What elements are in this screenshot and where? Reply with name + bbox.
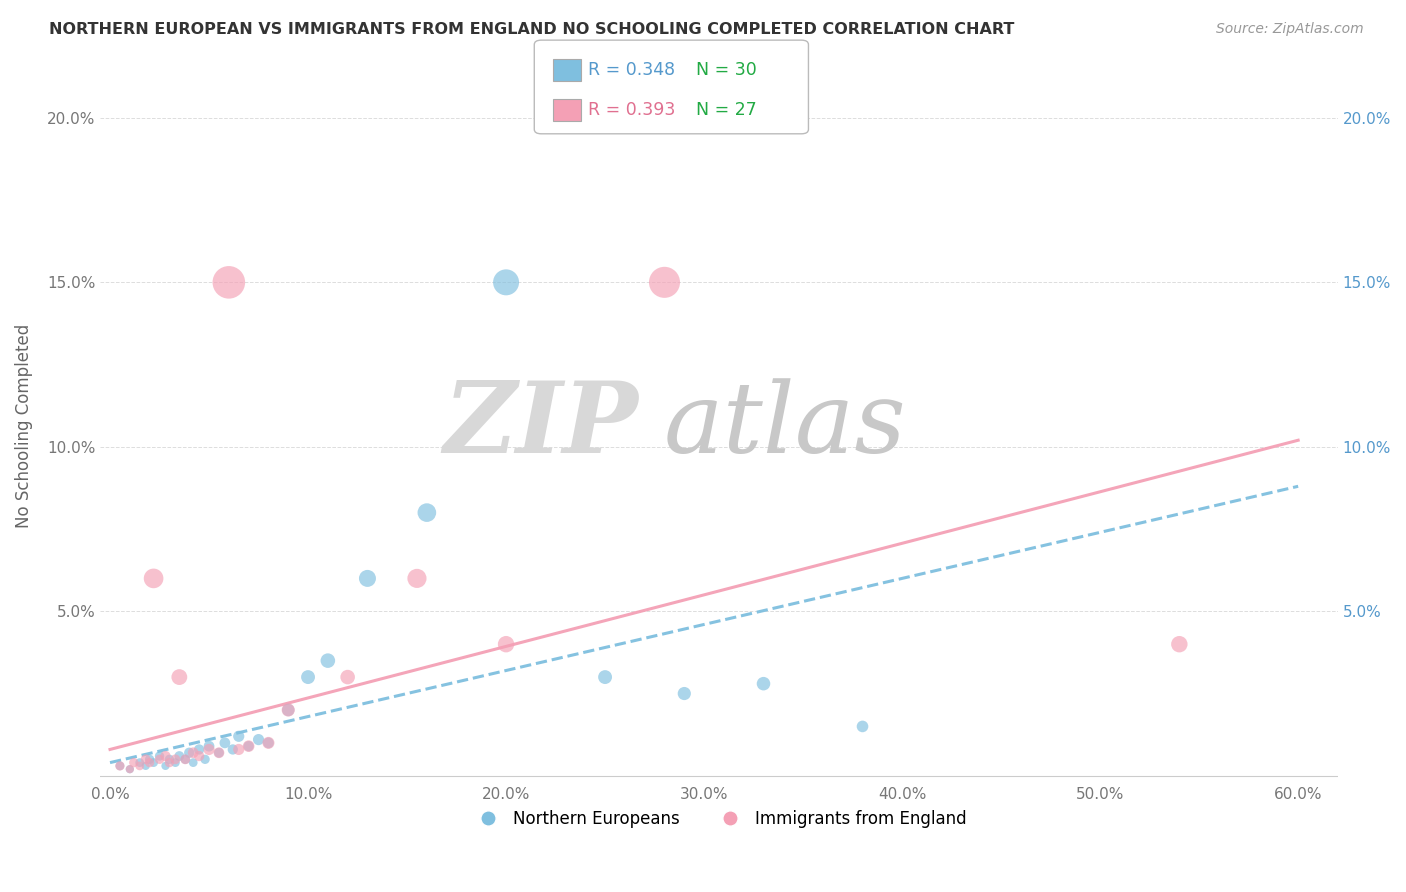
Point: [194, 752, 217, 766]
Point: [159, 756, 181, 770]
Point: [108, 759, 131, 773]
Point: [851, 719, 873, 733]
Point: [169, 749, 191, 764]
Point: [159, 752, 181, 766]
Text: NORTHERN EUROPEAN VS IMMIGRANTS FROM ENGLAND NO SCHOOLING COMPLETED CORRELATION : NORTHERN EUROPEAN VS IMMIGRANTS FROM ENG…: [49, 22, 1015, 37]
Point: [122, 756, 145, 770]
Point: [118, 762, 141, 776]
Point: [174, 752, 197, 766]
Point: [316, 654, 339, 668]
Point: [188, 742, 211, 756]
Legend: Northern Europeans, Immigrants from England: Northern Europeans, Immigrants from Engl…: [465, 804, 973, 835]
Text: N = 27: N = 27: [696, 101, 756, 119]
Point: [257, 736, 280, 750]
Text: R = 0.393: R = 0.393: [588, 101, 675, 119]
Point: [214, 736, 236, 750]
Point: [495, 276, 517, 290]
Point: [222, 742, 245, 756]
Point: [198, 742, 221, 756]
Point: [752, 676, 775, 690]
Point: [673, 687, 696, 701]
Point: [135, 752, 157, 766]
Point: [148, 749, 170, 764]
Point: [416, 506, 439, 520]
Point: [238, 739, 260, 754]
Point: [138, 752, 160, 766]
Point: [277, 703, 299, 717]
Point: [135, 759, 157, 773]
Point: [174, 752, 197, 766]
Point: [228, 742, 250, 756]
Point: [593, 670, 616, 684]
Point: [495, 637, 517, 651]
Point: [406, 571, 429, 585]
Point: [297, 670, 319, 684]
Text: atlas: atlas: [664, 378, 905, 473]
Point: [108, 759, 131, 773]
Point: [654, 276, 676, 290]
Point: [165, 756, 187, 770]
Point: [142, 571, 165, 585]
Point: [118, 762, 141, 776]
Point: [218, 276, 240, 290]
Point: [138, 756, 160, 770]
Point: [208, 746, 231, 760]
Point: [257, 736, 280, 750]
Point: [148, 752, 170, 766]
Point: [169, 670, 191, 684]
Point: [1168, 637, 1191, 651]
Point: [238, 739, 260, 754]
Point: [181, 746, 204, 760]
Point: [198, 739, 221, 754]
Point: [188, 749, 211, 764]
Text: R = 0.348: R = 0.348: [588, 61, 675, 79]
Point: [142, 756, 165, 770]
Text: N = 30: N = 30: [696, 61, 756, 79]
Text: Source: ZipAtlas.com: Source: ZipAtlas.com: [1216, 22, 1364, 37]
Point: [277, 703, 299, 717]
Point: [128, 759, 150, 773]
Point: [336, 670, 359, 684]
Point: [179, 746, 201, 760]
Text: ZIP: ZIP: [443, 377, 638, 474]
Point: [165, 752, 187, 766]
Point: [208, 746, 231, 760]
Point: [247, 732, 270, 747]
Point: [155, 749, 177, 764]
Point: [181, 756, 204, 770]
Point: [155, 759, 177, 773]
Y-axis label: No Schooling Completed: No Schooling Completed: [15, 323, 32, 527]
Point: [356, 571, 378, 585]
Point: [228, 729, 250, 743]
Point: [128, 756, 150, 770]
